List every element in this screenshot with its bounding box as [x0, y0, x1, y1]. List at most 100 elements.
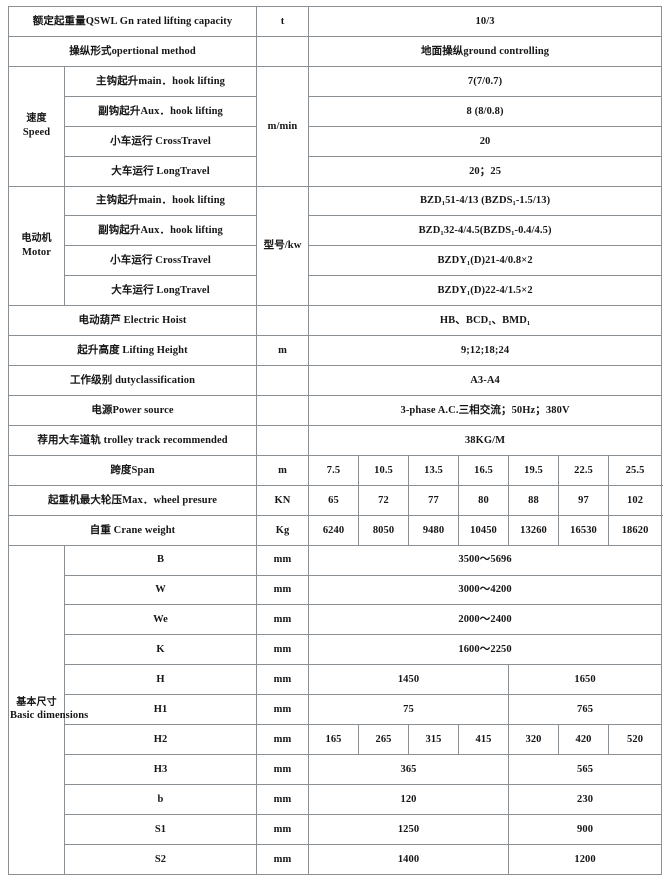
row-value-wheel-pressure-4: 88 — [508, 484, 560, 516]
table-row: 小车运行 CrossTravel 20 — [9, 125, 663, 157]
table-row: 起重机最大轮压Max．wheel presure KN 65 72 77 80 … — [7, 484, 663, 516]
table-row: b mm 120 230 — [9, 783, 663, 815]
table-row: We mm 2000～2400 — [9, 604, 663, 636]
row-label-dimension-h1: H1 — [63, 694, 258, 726]
row-unit-dimension-h1: mm — [256, 694, 310, 726]
row-label-operational-method: 操纵形式opertional method — [7, 35, 258, 67]
table-row: 副钩起升Aux．hook lifting 8 (8/0.8) — [9, 95, 663, 127]
row-value-speed-main-hook: 7(7/0.7) — [308, 65, 663, 97]
table-row: 大车运行 LongTravel BZDY₁(D)22-4/1.5×2 — [9, 275, 663, 307]
group-label-speed-en: Speed — [22, 126, 51, 138]
row-value-wheel-pressure-3: 80 — [458, 484, 510, 516]
row-unit-lifting-height: m — [256, 335, 310, 367]
table-row: 自重 Crane weight Kg 6240 8050 9480 10450 … — [7, 514, 663, 546]
row-label-dimension-h3: H3 — [63, 754, 258, 785]
row-value-motor-long-travel: BZDY₁(D)22-4/1.5×2 — [308, 275, 663, 307]
table-row: 起升高度 Lifting Height m 9;12;18;24 — [7, 335, 663, 367]
table-row: H1 mm 75 765 — [9, 694, 663, 726]
row-label-duty-classification: 工作级别 dutyclassification — [7, 365, 258, 396]
row-label-dimension-b-small: b — [63, 783, 258, 815]
row-value-wheel-pressure-1: 72 — [358, 484, 410, 516]
row-value-dimension-h3-left: 365 — [308, 754, 510, 785]
row-value-span-4: 19.5 — [508, 454, 560, 486]
row-unit-dimension-k: mm — [256, 634, 310, 666]
row-value-speed-long-travel: 20；25 — [308, 155, 663, 187]
table-row: 跨度Span m 7.5 10.5 13.5 16.5 19.5 22.5 25… — [7, 454, 663, 486]
row-unit-power-source — [256, 394, 310, 426]
table-row: 基本尺寸 Basic dimensions B mm 3500～5696 — [8, 544, 663, 875]
row-value-dimension-s1-left: 1250 — [308, 813, 510, 845]
row-unit-dimension-s1: mm — [256, 813, 310, 845]
row-label-speed-main-hook: 主钩起升main．hook lifting — [63, 65, 258, 97]
row-label-electric-hoist: 电动葫芦 Electric Hoist — [7, 305, 258, 337]
table-row: 额定起重量QSWL Gn rated lifting capacity t 10… — [7, 6, 663, 37]
row-label-rated-capacity: 额定起重量QSWL Gn rated lifting capacity — [7, 6, 258, 37]
table-row: H3 mm 365 565 — [9, 754, 663, 785]
row-value-dimension-k: 1600～2250 — [308, 634, 663, 666]
row-value-h2-right-2: 520 — [608, 724, 663, 756]
row-value-span-0: 7.5 — [308, 454, 360, 486]
row-label-speed-long-travel: 大车运行 LongTravel — [63, 155, 258, 187]
row-value-speed-cross-travel: 20 — [308, 125, 663, 157]
row-label-lifting-height: 起升高度 Lifting Height — [7, 335, 258, 367]
row-value-operational-method: 地面操纵ground controlling — [308, 35, 663, 67]
row-unit-dimension-w: mm — [256, 574, 310, 606]
row-value-span-3: 16.5 — [458, 454, 510, 486]
row-value-dimension-w: 3000～4200 — [308, 574, 663, 606]
row-value-crane-weight-4: 13260 — [508, 514, 560, 546]
row-value-dimension-h-right: 1650 — [508, 664, 663, 696]
row-value-dimension-b: 3500～5696 — [308, 544, 663, 576]
table-row: 荐用大车道轨 trolley track recommended 38KG/M — [7, 424, 663, 456]
row-label-dimension-w: W — [63, 574, 258, 606]
group-label-basic-dimensions: 基本尺寸 Basic dimensions — [8, 544, 88, 875]
row-label-motor-main-hook: 主钩起升main．hook lifting — [63, 185, 258, 217]
row-value-crane-weight-0: 6240 — [308, 514, 360, 546]
row-unit-span: m — [256, 454, 310, 486]
row-label-motor-aux-hook: 副钩起升Aux．hook lifting — [63, 215, 258, 247]
group-label-motor-cn: 电动机 — [21, 233, 52, 245]
row-value-electric-hoist: HB、BCD₁、BMD₁ — [308, 305, 663, 337]
row-unit-operational-method — [256, 35, 310, 67]
row-value-crane-weight-1: 8050 — [358, 514, 410, 546]
table-row: S2 mm 1400 1200 — [9, 843, 663, 875]
row-value-dimension-b-small-left: 120 — [308, 783, 510, 815]
table-row: K mm 1600～2250 — [9, 634, 663, 666]
table-row: 速度 Speed 主钩起升main．hook lifting m/min 7(7… — [8, 65, 663, 187]
row-unit-dimension-we: mm — [256, 604, 310, 636]
row-unit-dimension-b-small: mm — [256, 783, 310, 815]
row-label-max-wheel-pressure: 起重机最大轮压Max．wheel presure — [7, 484, 258, 516]
row-value-wheel-pressure-5: 97 — [558, 484, 610, 516]
table-row: H2 mm 165 265 315 415 320 420 520 — [9, 724, 663, 756]
row-label-dimension-s2: S2 — [63, 843, 258, 875]
row-value-dimension-s2-right: 1200 — [508, 843, 663, 875]
row-value-dimension-h3-right: 565 — [508, 754, 663, 785]
row-unit-dimension-b: mm — [256, 544, 310, 576]
row-label-span: 跨度Span — [7, 454, 258, 486]
row-value-span-6: 25.5 — [608, 454, 663, 486]
row-value-rated-capacity: 10/3 — [308, 6, 663, 37]
row-value-crane-weight-5: 16530 — [558, 514, 610, 546]
row-value-dimension-we: 2000～2400 — [308, 604, 663, 636]
row-label-dimension-s1: S1 — [63, 813, 258, 845]
row-value-span-1: 10.5 — [358, 454, 410, 486]
row-value-dimension-s1-right: 900 — [508, 813, 663, 845]
row-label-power-source: 电源Power source — [7, 394, 258, 426]
row-unit-dimension-h: mm — [256, 664, 310, 696]
row-label-dimension-k: K — [63, 634, 258, 666]
row-value-h2-right-0: 320 — [508, 724, 560, 756]
row-unit-rated-capacity: t — [256, 6, 310, 37]
row-unit-motor: 型号/kw — [256, 185, 310, 307]
group-label-speed-cn: 速度 — [26, 113, 47, 125]
row-value-wheel-pressure-2: 77 — [408, 484, 460, 516]
row-value-span-2: 13.5 — [408, 454, 460, 486]
table-row: 小车运行 CrossTravel BZDY₁(D)21-4/0.8×2 — [9, 245, 663, 277]
row-label-crane-weight: 自重 Crane weight — [7, 514, 258, 546]
row-value-h2-left-2: 315 — [408, 724, 460, 756]
row-value-motor-main-hook: BZD₁51-4/13 (BZDS₁-1.5/13) — [308, 185, 663, 217]
row-value-dimension-s2-left: 1400 — [308, 843, 510, 875]
row-value-wheel-pressure-6: 102 — [608, 484, 663, 516]
table-row: 电动葫芦 Electric Hoist HB、BCD₁、BMD₁ — [7, 305, 663, 337]
row-label-dimension-b: B — [63, 544, 258, 576]
table-row: 电源Power source 3-phase A.C.三相交流；50Hz；380… — [7, 394, 663, 426]
